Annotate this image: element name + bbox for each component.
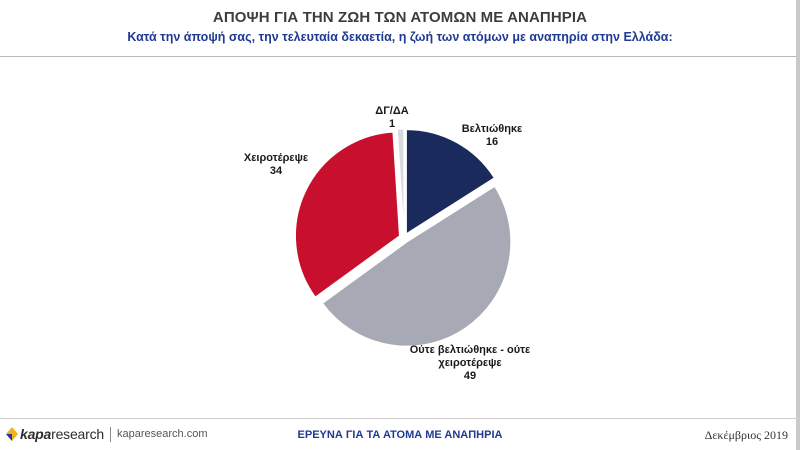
pie-category-3: ΔΓ/ΔΑ [375,105,408,117]
pie-category-1: χειροτέρεψε [438,357,502,369]
pie-label-2: Χειροτέρεψε 34 [244,152,309,177]
pie-slice-2 [294,131,400,298]
pie-category-2: Χειροτέρεψε [244,152,309,164]
pie-value-3: 1 [389,118,395,130]
right-edge-bar [796,0,800,450]
header-band [0,0,800,56]
pie-value-0: 16 [486,136,498,148]
pie-slice-0 [405,129,495,235]
pie-label-1: Ούτε βελτιώθηκε - ούτε χειροτέρεψε 49 [410,344,531,382]
logo-separator [110,426,111,442]
pie-label-3: ΔΓ/ΔΑ 1 [375,105,408,130]
footer-date: Δεκέμβριος 2019 [704,428,788,442]
logo-wordmark-bold: kapa [20,426,52,442]
logo-url: kaparesearch.com [117,428,208,440]
footer-divider [0,418,800,419]
logo-wordmark: kaparesearch [20,426,104,442]
logo-wordmark-light: research [51,426,104,442]
page-subtitle: Κατά την άποψή σας, την τελευταία δεκαετ… [127,30,673,44]
pie-value-2: 34 [270,165,283,177]
page-title: ΑΠΟΨΗ ΓΙΑ ΤΗΝ ΖΩΗ ΤΩΝ ΑΤΟΜΩΝ ΜΕ ΑΝΑΠΗΡΙΑ [212,9,588,26]
kapa-research-logo: kaparesearch kaparesearch.com [6,423,208,445]
pie-slice-3 [396,128,405,234]
pie-category-0: Βελτιώθηκε [462,123,523,135]
pie-value-1: 49 [464,370,476,382]
pie-slice-1 [321,185,512,347]
pie-category-1: Ούτε βελτιώθηκε - ούτε [410,344,531,356]
pie-chart: Βελτιώθηκε 16 Ούτε βελτιώθηκε - ούτε χειροτ… [244,105,531,382]
header-divider [0,56,800,57]
logo-mark-icon [6,427,18,441]
footer-survey-title: ΕΡΕΥΝΑ ΓΙΑ ΤΑ ΑΤΟΜΑ ΜΕ ΑΝΑΠΗΡΙΑ [297,429,503,441]
pie-label-0: Βελτιώθηκε 16 [462,123,523,148]
